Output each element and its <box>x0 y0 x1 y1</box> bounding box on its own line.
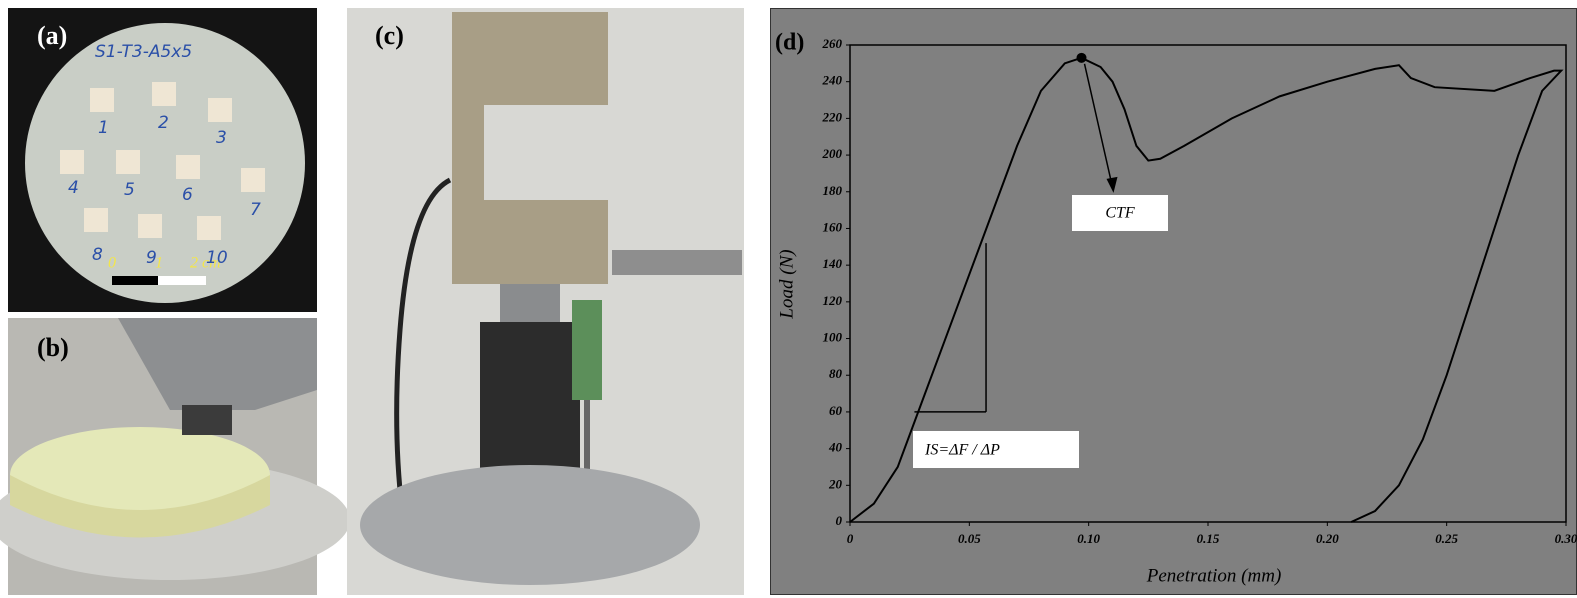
y-tick-label: 140 <box>823 256 843 271</box>
x-tick-label: 0.05 <box>958 531 981 546</box>
sample-code: S1-T3-A5x5 <box>95 42 192 62</box>
x-tick-label: 0.15 <box>1197 531 1220 546</box>
sample-number: 8 <box>92 245 103 265</box>
sample-number: 6 <box>182 185 193 205</box>
x-tick-label: 0.10 <box>1077 531 1100 546</box>
x-tick-label: 0.25 <box>1435 531 1458 546</box>
ctf-label: CTF <box>1105 205 1135 222</box>
sample-number: 7 <box>250 200 261 220</box>
panel-label: (a) <box>37 21 67 50</box>
y-tick-label: 60 <box>829 403 843 418</box>
panel-label: (d) <box>775 30 804 56</box>
y-tick-label: 40 <box>828 440 843 455</box>
y-tick-label: 0 <box>836 513 843 528</box>
scale-bar-dark <box>112 276 158 285</box>
panel-label: (c) <box>375 21 404 50</box>
sample-number: 3 <box>216 128 227 148</box>
y-tick-label: 120 <box>823 293 843 308</box>
y-tick-label: 220 <box>822 109 843 124</box>
chuck <box>480 322 580 472</box>
gauge <box>572 300 602 400</box>
adapter <box>500 284 560 324</box>
scale-label: 0 <box>108 255 116 272</box>
sample-number: 4 <box>68 178 79 198</box>
indenter-tip <box>182 405 232 435</box>
chart-panel <box>771 9 1577 595</box>
sample-number: 9 <box>146 248 157 268</box>
is-label: IS=ΔF / ΔP <box>924 442 1000 459</box>
y-tick-label: 80 <box>829 366 843 381</box>
x-tick-label: 0 <box>847 531 854 546</box>
load-cell-gap <box>484 105 608 200</box>
x-tick-label: 0.30 <box>1555 531 1577 546</box>
sample-number: 5 <box>124 180 135 200</box>
arm <box>612 250 742 275</box>
x-axis-label: Penetration (mm) <box>1146 565 1282 586</box>
y-tick-label: 160 <box>823 219 843 234</box>
y-tick-label: 260 <box>822 36 843 51</box>
panel-label: (b) <box>37 333 69 362</box>
x-tick-label: 0.20 <box>1316 531 1339 546</box>
y-tick-label: 20 <box>828 476 843 491</box>
y-tick-label: 200 <box>822 146 843 161</box>
stage <box>360 465 700 585</box>
y-axis-label: Load (N) <box>776 249 797 319</box>
scale-bar-light <box>158 276 206 285</box>
y-tick-label: 240 <box>822 73 843 88</box>
y-tick-label: 100 <box>823 330 843 345</box>
sample-number: 1 <box>98 118 109 138</box>
sample-number: 10 <box>206 248 228 268</box>
y-tick-label: 180 <box>823 183 843 198</box>
ctf-point <box>1077 53 1087 63</box>
figure: (a) S1-T3-A5x5 0 1 2 cm (b) (c) (d) Pene… <box>0 0 1577 598</box>
sample-number: 2 <box>158 113 169 133</box>
